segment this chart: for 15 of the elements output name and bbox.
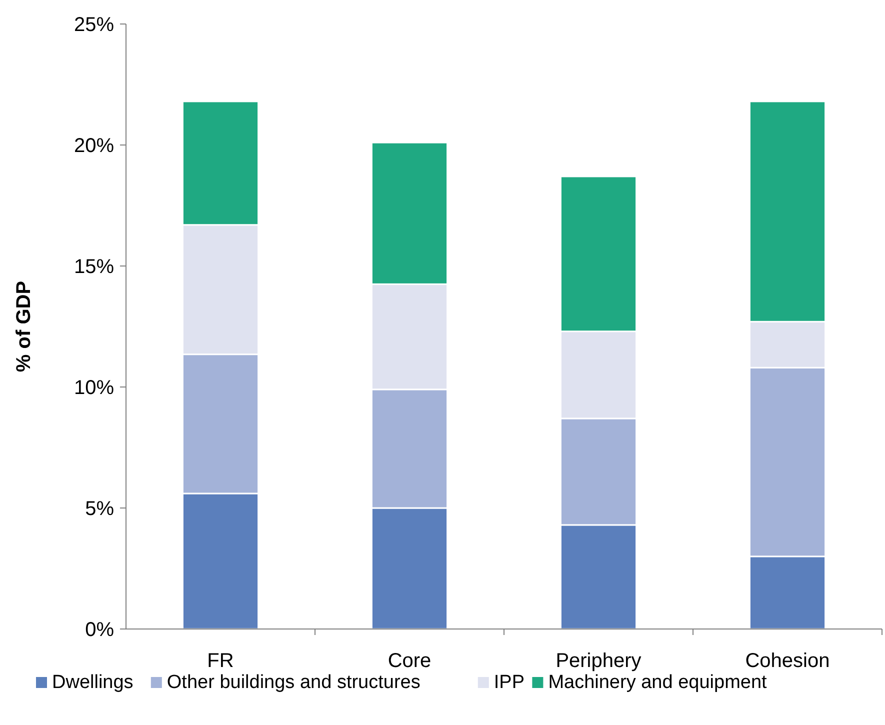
legend-label: IPP xyxy=(494,672,525,693)
y-tick-label: 5% xyxy=(85,498,114,520)
y-tick-label: 25% xyxy=(74,14,114,36)
y-tick-label: 20% xyxy=(74,135,114,157)
x-tick-label: Core xyxy=(388,650,432,672)
y-tick-label: 10% xyxy=(74,377,114,399)
x-tick-label: Cohesion xyxy=(745,650,830,672)
y-tick-label: 0% xyxy=(85,619,114,641)
legend-label: Other buildings and structures xyxy=(166,672,420,693)
legend-label: Machinery and equipment xyxy=(548,672,768,693)
y-tick-label: 15% xyxy=(74,256,114,278)
legend-label: Dwellings xyxy=(52,672,134,693)
x-tick-label: Periphery xyxy=(556,650,642,672)
x-tick-label: FR xyxy=(207,650,234,672)
y-axis-title: % of GDP xyxy=(13,280,35,372)
